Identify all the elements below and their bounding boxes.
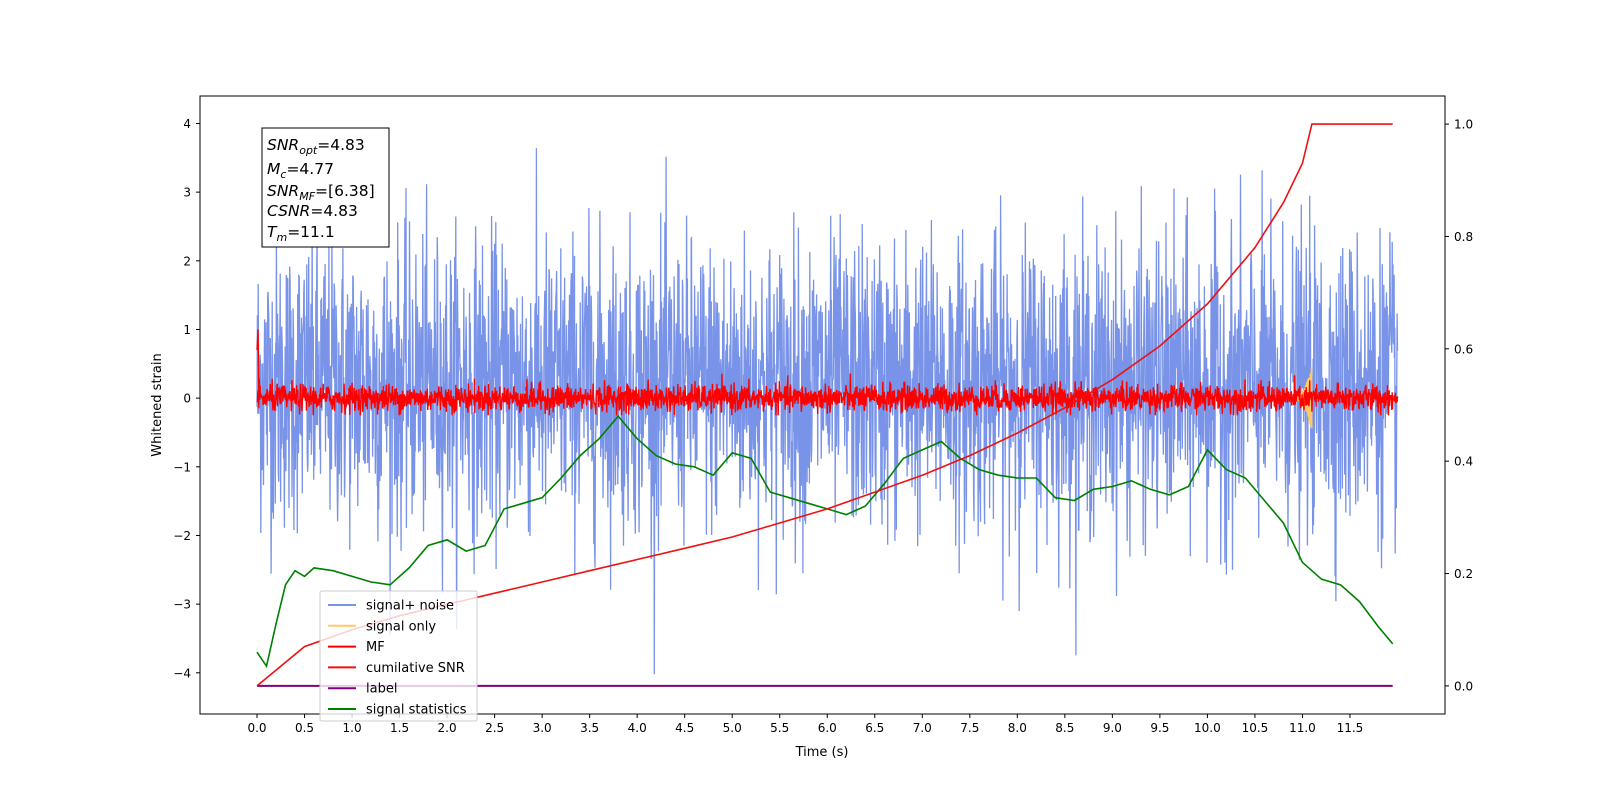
x-tick-label: 4.0 [628, 721, 647, 735]
y2-tick-label: 1.0 [1454, 118, 1473, 132]
legend-label: signal statistics [366, 703, 467, 718]
x-tick-label: 7.5 [960, 721, 979, 735]
legend-label: signal+ noise [366, 599, 454, 614]
x-tick-label: 11.5 [1337, 721, 1364, 735]
x-tick-label: 7.0 [913, 721, 932, 735]
y2-tick-label: 0.4 [1454, 455, 1473, 469]
x-tick-label: 1.0 [343, 721, 362, 735]
y-tick-label: −2 [173, 529, 191, 543]
x-tick-label: 2.5 [485, 721, 504, 735]
x-tick-label: 6.0 [818, 721, 837, 735]
snr-opt-text: SNRopt=4.83 [267, 136, 365, 157]
x-tick-label: 10.0 [1194, 721, 1221, 735]
csnr-text: CSNR=4.83 [267, 202, 358, 220]
y2-tick-label: 0.0 [1454, 679, 1473, 693]
y-axis-label: Whitened strain [150, 353, 165, 456]
x-tick-label: 6.5 [865, 721, 884, 735]
x-tick-label: 3.0 [533, 721, 552, 735]
plot-frame [199, 95, 1446, 715]
legend-label: MF [366, 640, 385, 655]
y-tick-label: 0 [183, 392, 191, 406]
x-tick-label: 1.5 [390, 721, 409, 735]
x-tick-label: 4.5 [675, 721, 694, 735]
series-mf [256, 329, 1399, 416]
y-tick-label: −1 [173, 460, 191, 474]
y-tick-label: −3 [173, 598, 191, 612]
series-signal-statistics [256, 414, 1394, 669]
legend-frame [319, 590, 478, 722]
y2-tick-label: 0.8 [1454, 230, 1473, 244]
y2-tick-label: 0.6 [1454, 342, 1473, 356]
x-tick-label: 5.0 [723, 721, 742, 735]
snr-annotation-box: SNRopt=4.83 Mc=4.77 SNRMF=[6.38] CSNR=4.… [261, 127, 390, 248]
x-tick-label: 10.5 [1242, 721, 1269, 735]
y-tick-label: 3 [183, 186, 191, 200]
legend-label: label [366, 682, 397, 697]
x-axis-label: Time (s) [795, 745, 849, 760]
x-tick-label: 8.5 [1055, 721, 1074, 735]
tm-text: Tm=11.1 [267, 223, 335, 244]
x-tick-label: 0.5 [295, 721, 314, 735]
axes: 0.0 0.5 1.0 1.5 2.0 2.5 3.0 3.5 4.0 4.5 5.0 5.5 6.0 6… [173, 117, 1473, 735]
mc-text: Mc=4.77 [267, 160, 334, 181]
y-tick-label: 1 [183, 323, 191, 337]
y2-tick-label: 0.2 [1454, 567, 1473, 581]
x-tick-label: 5.5 [770, 721, 789, 735]
y-tick-label: −4 [173, 666, 191, 680]
x-tick-label: 2.0 [438, 721, 457, 735]
legend-label: cumilative SNR [366, 661, 465, 676]
x-tick-label: 8.0 [1008, 721, 1027, 735]
legend: signal+ noise signal only MF cumilative SNR… [319, 590, 478, 722]
y-tick-label: 4 [183, 117, 191, 131]
x-tick-label: 9.5 [1150, 721, 1169, 735]
x-tick-label: 0.0 [247, 721, 266, 735]
x-tick-label: 11.0 [1289, 721, 1316, 735]
series-signal-noise [256, 148, 1399, 675]
y-tick-label: 2 [183, 254, 191, 268]
x-tick-label: 3.5 [580, 721, 599, 735]
snr-mf-text: SNRMF=[6.38] [267, 182, 375, 203]
x-tick-label: 9.0 [1103, 721, 1122, 735]
legend-label: signal only [366, 619, 436, 634]
